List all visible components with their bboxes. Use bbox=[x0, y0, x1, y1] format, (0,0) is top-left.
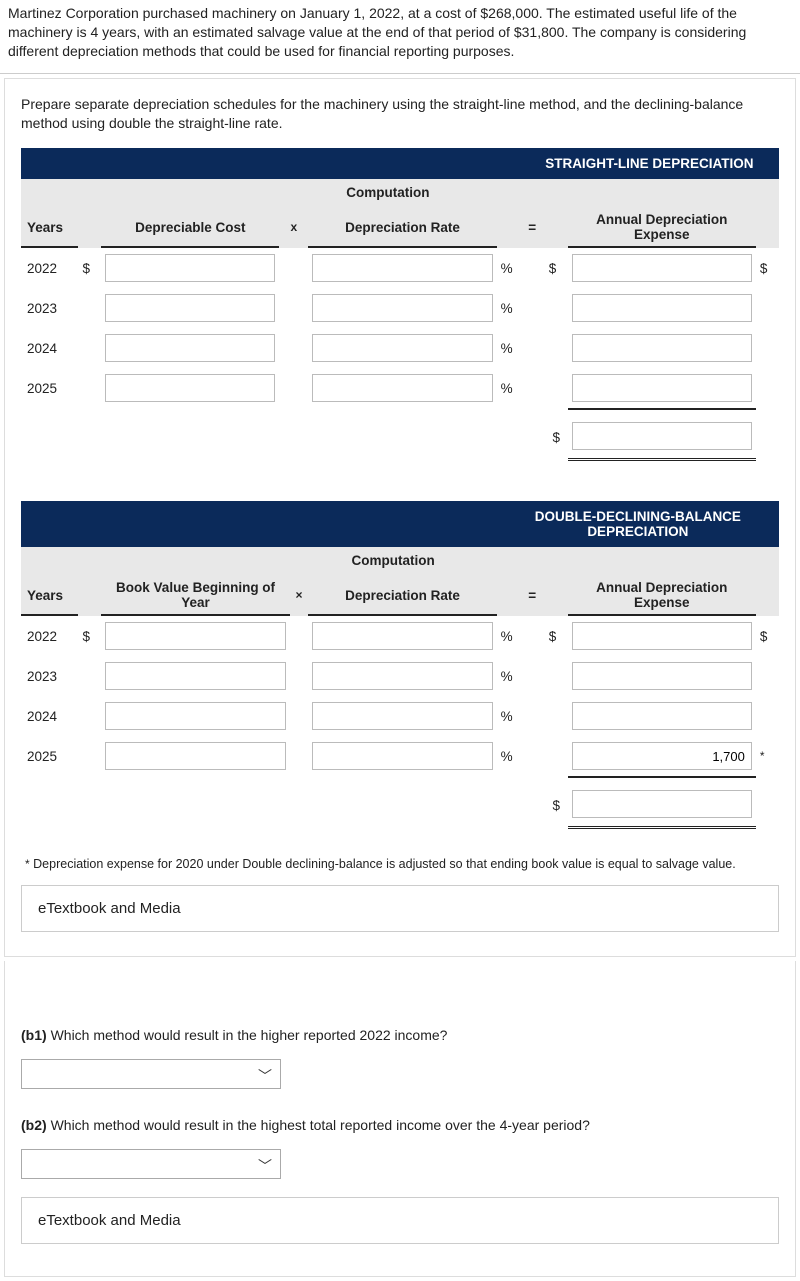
dollar-sign bbox=[78, 328, 101, 368]
book-value-input[interactable] bbox=[105, 622, 285, 650]
problem-intro: Martinez Corporation purchased machinery… bbox=[0, 0, 800, 74]
dollar-sign bbox=[78, 656, 101, 696]
percent-sign: % bbox=[497, 696, 520, 736]
dollar-sign bbox=[756, 368, 779, 408]
dollar-sign: $ bbox=[78, 248, 101, 288]
percent-sign: % bbox=[497, 656, 520, 696]
dollar-sign bbox=[545, 656, 568, 696]
book-value-header: Book Value Beginning of Year bbox=[101, 574, 289, 616]
dollar-sign bbox=[756, 288, 779, 328]
year-label: 2024 bbox=[21, 328, 78, 368]
dollar-sign bbox=[78, 696, 101, 736]
annual-expense-input[interactable] bbox=[572, 702, 752, 730]
chevron-down-icon: ﹀ bbox=[258, 1156, 272, 1176]
year-label: 2024 bbox=[21, 696, 78, 736]
ddb-table: DOUBLE-DECLINING-BALANCE DEPRECIATION Co… bbox=[21, 501, 779, 829]
b2-question: (b2) Which method would result in the hi… bbox=[21, 1107, 779, 1143]
dollar-sign bbox=[545, 288, 568, 328]
annual-expense-input[interactable] bbox=[572, 334, 752, 362]
percent-sign: % bbox=[497, 736, 520, 776]
dollar-sign bbox=[545, 736, 568, 776]
depreciation-rate-input[interactable] bbox=[312, 334, 492, 362]
annual-expense-input[interactable] bbox=[572, 374, 752, 402]
depreciable-cost-input[interactable] bbox=[105, 334, 275, 362]
annual-expense-input[interactable] bbox=[572, 742, 752, 770]
sl-banner: STRAIGHT-LINE DEPRECIATION bbox=[520, 148, 779, 179]
percent-sign: % bbox=[497, 368, 520, 408]
annual-expense-input[interactable] bbox=[572, 622, 752, 650]
ddb-total-input[interactable] bbox=[572, 790, 752, 818]
book-value-input[interactable] bbox=[105, 662, 285, 690]
depreciable-cost-input[interactable] bbox=[105, 254, 275, 282]
b2-select[interactable]: ﹀ bbox=[21, 1149, 281, 1179]
year-label: 2022 bbox=[21, 248, 78, 288]
b1-question: (b1) Which method would result in the hi… bbox=[21, 1017, 779, 1053]
year-label: 2022 bbox=[21, 616, 78, 656]
depreciable-cost-input[interactable] bbox=[105, 374, 275, 402]
chevron-down-icon: ﹀ bbox=[258, 1066, 272, 1086]
dollar-sign: $ bbox=[756, 616, 779, 656]
years-header: Years bbox=[21, 574, 78, 616]
annual-expense-input[interactable] bbox=[572, 662, 752, 690]
dollar-sign bbox=[545, 368, 568, 408]
dollar-sign bbox=[545, 696, 568, 736]
percent-sign: % bbox=[497, 248, 520, 288]
worksheet-container: Prepare separate depreciation schedules … bbox=[4, 78, 796, 958]
depreciation-rate-header: Depreciation Rate bbox=[308, 574, 496, 616]
depreciation-rate-input[interactable] bbox=[312, 742, 492, 770]
dollar-sign bbox=[756, 696, 779, 736]
dollar-sign bbox=[545, 328, 568, 368]
year-label: 2023 bbox=[21, 288, 78, 328]
dollar-sign: $ bbox=[78, 616, 101, 656]
computation-header: Computation bbox=[290, 547, 497, 574]
depreciation-rate-input[interactable] bbox=[312, 254, 492, 282]
question-section: (b1) Which method would result in the hi… bbox=[4, 961, 796, 1277]
dollar-sign bbox=[756, 656, 779, 696]
depreciation-rate-input[interactable] bbox=[312, 662, 492, 690]
dollar-sign: * bbox=[756, 736, 779, 776]
dollar-sign: $ bbox=[545, 248, 568, 288]
dollar-sign: $ bbox=[756, 248, 779, 288]
dollar-sign bbox=[756, 328, 779, 368]
year-label: 2025 bbox=[21, 368, 78, 408]
dollar-sign bbox=[78, 736, 101, 776]
depreciation-rate-input[interactable] bbox=[312, 702, 492, 730]
depreciation-rate-input[interactable] bbox=[312, 294, 492, 322]
straight-line-table: STRAIGHT-LINE DEPRECIATION Computation Y… bbox=[21, 148, 779, 461]
depreciation-rate-input[interactable] bbox=[312, 374, 492, 402]
depreciable-cost-header: Depreciable Cost bbox=[101, 206, 279, 248]
dollar-sign bbox=[78, 288, 101, 328]
multiply-symbol: x bbox=[279, 206, 308, 248]
depreciation-rate-header: Depreciation Rate bbox=[308, 206, 496, 248]
depreciation-rate-input[interactable] bbox=[312, 622, 492, 650]
year-label: 2025 bbox=[21, 736, 78, 776]
book-value-input[interactable] bbox=[105, 742, 285, 770]
sl-total-input[interactable] bbox=[572, 422, 752, 450]
equals-symbol: = bbox=[520, 574, 545, 616]
instructions: Prepare separate depreciation schedules … bbox=[21, 95, 779, 149]
etextbook-button[interactable]: eTextbook and Media bbox=[21, 1197, 779, 1244]
total-dollar: $ bbox=[545, 408, 568, 461]
etextbook-button[interactable]: eTextbook and Media bbox=[21, 885, 779, 932]
b1-select[interactable]: ﹀ bbox=[21, 1059, 281, 1089]
multiply-symbol: × bbox=[290, 574, 309, 616]
percent-sign: % bbox=[497, 328, 520, 368]
annual-expense-input[interactable] bbox=[572, 254, 752, 282]
annual-expense-input[interactable] bbox=[572, 294, 752, 322]
depreciable-cost-input[interactable] bbox=[105, 294, 275, 322]
computation-header: Computation bbox=[279, 179, 496, 206]
years-header: Years bbox=[21, 206, 78, 248]
dollar-sign bbox=[78, 368, 101, 408]
dollar-sign: $ bbox=[545, 616, 568, 656]
annual-expense-header: Annual Depreciation Expense bbox=[568, 206, 756, 248]
year-label: 2023 bbox=[21, 656, 78, 696]
footnote: * Depreciation expense for 2020 under Do… bbox=[21, 829, 779, 881]
equals-symbol: = bbox=[520, 206, 545, 248]
total-dollar: $ bbox=[545, 776, 568, 829]
percent-sign: % bbox=[497, 288, 520, 328]
percent-sign: % bbox=[497, 616, 520, 656]
ddb-banner: DOUBLE-DECLINING-BALANCE DEPRECIATION bbox=[497, 501, 779, 547]
annual-expense-header: Annual Depreciation Expense bbox=[568, 574, 756, 616]
book-value-input[interactable] bbox=[105, 702, 285, 730]
